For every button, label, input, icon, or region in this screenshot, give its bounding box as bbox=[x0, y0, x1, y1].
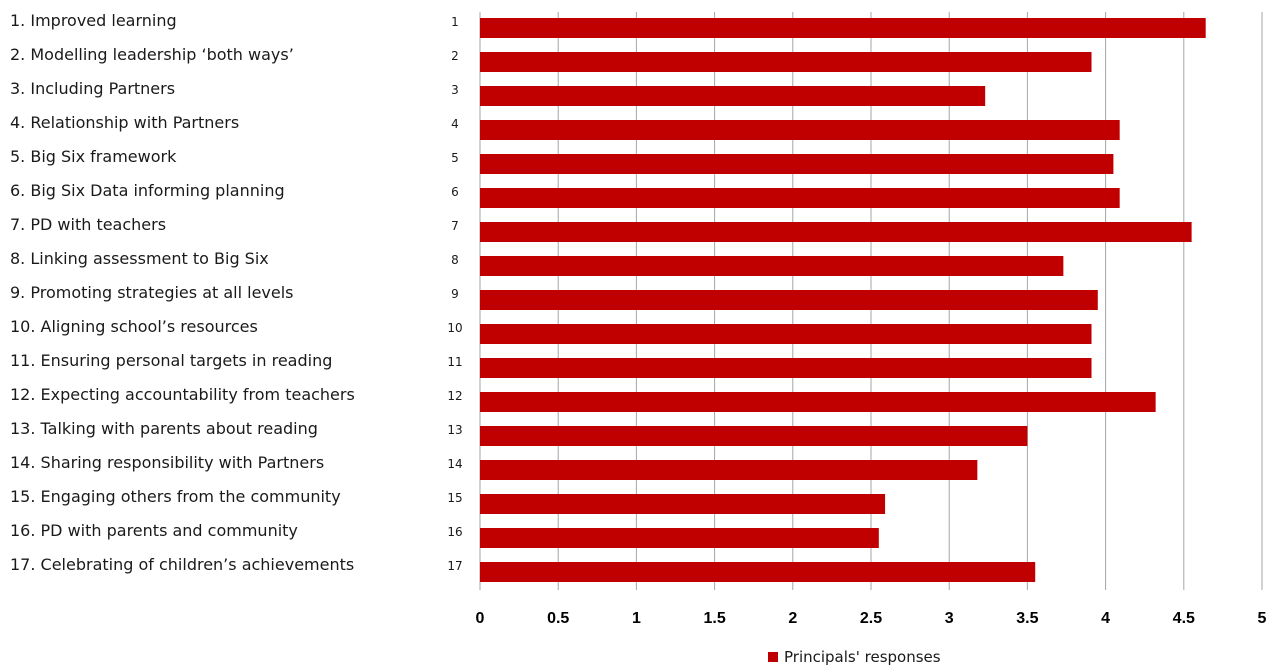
item-label: 13. Talking with parents about reading bbox=[10, 419, 318, 438]
category-label: 11 bbox=[447, 355, 462, 369]
bar bbox=[480, 460, 978, 480]
category-label: 13 bbox=[447, 423, 462, 437]
bars bbox=[480, 18, 1206, 582]
bar bbox=[480, 426, 1028, 446]
x-tick-label: 1 bbox=[632, 610, 641, 627]
category-label: 6 bbox=[451, 185, 459, 199]
bar bbox=[480, 52, 1092, 72]
item-label: 15. Engaging others from the community bbox=[10, 487, 341, 506]
x-tick-label: 0 bbox=[476, 610, 485, 627]
category-label: 10 bbox=[447, 321, 462, 335]
category-label: 3 bbox=[451, 83, 459, 97]
item-label: 10. Aligning school’s resources bbox=[10, 317, 258, 336]
item-label: 17. Celebrating of children’s achievemen… bbox=[10, 555, 354, 574]
x-tick-label: 0.5 bbox=[547, 610, 569, 627]
bar bbox=[480, 528, 879, 548]
bar bbox=[480, 494, 886, 514]
item-label: 4. Relationship with Partners bbox=[10, 113, 239, 132]
item-label: 5. Big Six framework bbox=[10, 147, 177, 166]
x-tick-label: 2.5 bbox=[860, 610, 882, 627]
x-tick-label: 4.5 bbox=[1173, 610, 1195, 627]
category-label: 14 bbox=[447, 457, 462, 471]
legend: Principals' responses bbox=[768, 648, 941, 666]
category-label: 1 bbox=[451, 15, 459, 29]
category-label: 7 bbox=[451, 219, 459, 233]
category-label: 17 bbox=[447, 559, 462, 573]
bar bbox=[480, 154, 1114, 174]
category-label: 15 bbox=[447, 491, 462, 505]
bar bbox=[480, 18, 1206, 38]
category-label: 9 bbox=[451, 287, 459, 301]
item-label: 2. Modelling leadership ‘both ways’ bbox=[10, 45, 294, 64]
bar bbox=[480, 358, 1092, 378]
bar bbox=[480, 188, 1120, 208]
bar bbox=[480, 562, 1036, 582]
bar bbox=[480, 392, 1156, 412]
x-tick-label: 3 bbox=[945, 610, 954, 627]
category-label: 16 bbox=[447, 525, 462, 539]
bar bbox=[480, 290, 1098, 310]
bar bbox=[480, 86, 986, 106]
item-label: 3. Including Partners bbox=[10, 79, 175, 98]
bar bbox=[480, 324, 1092, 344]
item-label: 1. Improved learning bbox=[10, 11, 177, 30]
category-label: 4 bbox=[451, 117, 459, 131]
category-label: 12 bbox=[447, 389, 462, 403]
item-label: 6. Big Six Data informing planning bbox=[10, 181, 285, 200]
bar bbox=[480, 222, 1192, 242]
bar bbox=[480, 120, 1120, 140]
x-tick-label: 5 bbox=[1258, 610, 1267, 627]
item-label: 14. Sharing responsibility with Partners bbox=[10, 453, 324, 472]
item-label: 16. PD with parents and community bbox=[10, 521, 298, 540]
x-axis: 0 0.5 1 1.5 2 2.5 3 3.5 4 4.5 5 bbox=[476, 610, 1267, 627]
item-label: 12. Expecting accountability from teache… bbox=[10, 385, 355, 404]
bar bbox=[480, 256, 1064, 276]
item-label: 7. PD with teachers bbox=[10, 215, 166, 234]
x-tick-label: 2 bbox=[788, 610, 797, 627]
x-tick-label: 4 bbox=[1101, 610, 1110, 627]
item-labels: 1. Improved learning 2. Modelling leaders… bbox=[10, 11, 355, 574]
category-label: 2 bbox=[451, 49, 459, 63]
category-label: 8 bbox=[451, 253, 459, 267]
category-label: 5 bbox=[451, 151, 459, 165]
item-label: 9. Promoting strategies at all levels bbox=[10, 283, 294, 302]
x-tick-label: 3.5 bbox=[1016, 610, 1038, 627]
item-label: 8. Linking assessment to Big Six bbox=[10, 249, 269, 268]
legend-label: Principals' responses bbox=[784, 648, 941, 666]
x-tick-label: 1.5 bbox=[703, 610, 725, 627]
item-label: 11. Ensuring personal targets in reading bbox=[10, 351, 332, 370]
legend-swatch bbox=[768, 652, 778, 662]
